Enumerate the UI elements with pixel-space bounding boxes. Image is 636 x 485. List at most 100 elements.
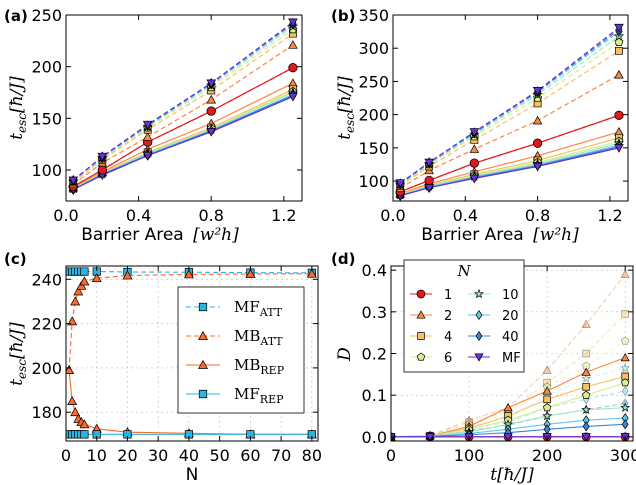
legend-marker-1 [416, 289, 426, 299]
data-point-MB_ATT [245, 268, 256, 278]
panel-b: 0.0 0.4 0.8 1.2 100 150 200 250 300 350 Barrier A… [335, 6, 629, 245]
y-tick-label: 0.0 [362, 428, 387, 447]
data-point-MF_REP [307, 430, 316, 439]
panel-b-ylabel-main: t [335, 133, 355, 140]
data-point-MB_ATT [73, 286, 84, 296]
y-tick-label: 220 [31, 315, 62, 334]
data-point-MB_REP [70, 407, 81, 417]
legend-marker-MB_REP [198, 359, 208, 369]
data-point-repulsive-MF [288, 92, 298, 102]
series-line-attractive-4 [399, 50, 620, 187]
legend-marker-4 [417, 332, 425, 340]
legend-label-1: 1 [444, 288, 452, 303]
panel-a: 0.0 0.4 0.8 1.2 100 150 200 250 Barrier Area [w… [7, 6, 303, 245]
data-point-MB_ATT [79, 276, 90, 286]
x-tick-label: 0 [61, 446, 71, 465]
data-point-MF [503, 433, 513, 441]
data-point-10 [581, 404, 592, 414]
legend-label-main: MF [234, 298, 260, 316]
panel-a-ylabel-sub: esc [15, 113, 29, 133]
y-tick-label: 200 [31, 359, 62, 378]
panel-c-ylabel: tesc[ħ/J] [7, 322, 29, 386]
legend-marker-MB_ATT [198, 330, 208, 340]
data-point-faded-20 [621, 385, 629, 397]
data-point-MF_REP [92, 430, 101, 439]
x-tick-label: 50 [209, 446, 229, 465]
panel-a-ylabel-main: t [7, 133, 27, 140]
data-point-attractive-2 [206, 94, 217, 104]
x-tick-label: 40 [179, 446, 199, 465]
data-point-attractive-2 [614, 69, 624, 79]
data-point-MF_REP [246, 430, 255, 439]
x-tick-label: 300 [610, 446, 636, 465]
data-point-MB_ATT [306, 268, 317, 278]
x-tick-label: 70 [271, 446, 291, 465]
data-point-attractive-MF [288, 18, 298, 28]
data-point-repulsive-MF [469, 174, 480, 184]
data-point-MB_ATT [122, 270, 133, 280]
panel-label-a: (a) [4, 7, 28, 25]
data-point-40 [621, 419, 629, 430]
data-point-MB_REP [66, 364, 75, 374]
panel-b-xlabel: Barrier Area [w²h] [421, 225, 579, 245]
data-point-attractive-1 [614, 110, 624, 120]
data-point-attractive-1 [533, 138, 543, 148]
legend-label-40: 40 [502, 330, 519, 345]
data-point-attractive-MF [469, 128, 480, 137]
panel-b-frame [392, 14, 629, 202]
series-line-MF_ATT [69, 270, 312, 274]
y-tick-label: 150 [358, 139, 389, 158]
panel-label-b: (b) [331, 7, 355, 25]
panel-b-ylabel-unit: [ħ/J] [335, 76, 355, 113]
data-point-2 [620, 352, 630, 362]
y-tick-label: 180 [31, 403, 62, 422]
data-point-attractive-MF [206, 79, 217, 89]
legend-label-10: 10 [502, 288, 519, 303]
data-point-faded-4 [543, 378, 551, 387]
data-point-faded-2 [542, 365, 552, 374]
series-line-attractive-1 [72, 67, 294, 188]
legend-marker-40 [475, 330, 483, 342]
legend-label-4: 4 [444, 330, 452, 345]
panel-c-ylabel-sub: esc [15, 359, 29, 379]
data-point-attractive-MF [97, 152, 108, 162]
data-point-faded-10 [581, 373, 592, 383]
legend-label-sub: REP [260, 393, 284, 406]
y-tick-label: 100 [358, 172, 389, 191]
legend-label-2: 2 [444, 309, 452, 324]
data-point-attractive-2 [142, 132, 153, 141]
panel-a-series [68, 18, 299, 195]
legend-label-MB_ATT: MBATT [234, 327, 283, 348]
data-point-attractive-1 [206, 106, 216, 116]
data-point-10 [542, 410, 553, 421]
panel-d-xlabel: t[ħ/J] [490, 465, 534, 485]
data-point-attractive-1 [288, 63, 298, 73]
x-tick-label: 0.0 [53, 206, 78, 225]
x-tick-label: 80 [302, 446, 322, 465]
data-point-faded-10 [620, 362, 631, 373]
legend-label-MF: MF [502, 351, 521, 366]
data-point-MF [425, 433, 435, 441]
data-point-MB_REP [79, 419, 90, 429]
data-point-40 [582, 421, 590, 432]
legend-label-sub: ATT [259, 306, 283, 319]
x-tick-label: 0 [386, 446, 396, 465]
data-point-2 [503, 402, 513, 412]
x-tick-label: 20 [117, 446, 137, 465]
data-point-MF_REP [80, 430, 89, 439]
y-tick-label: 250 [31, 6, 62, 25]
x-tick-label: 0.4 [126, 206, 151, 225]
data-point-MB_ATT [76, 280, 87, 290]
series-line-faded-4 [391, 313, 626, 438]
x-tick-label: 60 [240, 446, 260, 465]
data-point-MB_ATT [70, 296, 81, 306]
data-point-6 [542, 403, 552, 412]
panel-a-ylabel-unit: [ħ/J] [7, 76, 27, 113]
panel-a-xlabel-text: Barrier Area [81, 225, 183, 245]
data-point-faded-6 [620, 336, 630, 345]
panel-b-xlabel-text: Barrier Area [421, 225, 523, 245]
data-point-MB_ATT [67, 316, 78, 326]
